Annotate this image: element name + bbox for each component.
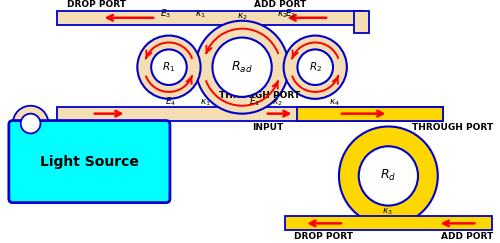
Text: $R_{ad}$: $R_{ad}$	[232, 60, 253, 75]
Text: DROP PORT: DROP PORT	[294, 232, 354, 241]
Circle shape	[13, 106, 49, 141]
Bar	[298, 107, 442, 121]
Text: $\kappa_4$: $\kappa_4$	[328, 97, 340, 108]
Text: ADD PORT: ADD PORT	[254, 0, 306, 9]
Circle shape	[212, 38, 272, 97]
Text: $R_1$: $R_1$	[162, 60, 175, 74]
Text: INPUT: INPUT	[86, 122, 118, 131]
Bar	[358, 11, 364, 25]
Text: $\kappa_2$: $\kappa_2$	[278, 10, 288, 20]
Circle shape	[298, 49, 333, 85]
Text: $E_1$: $E_1$	[250, 95, 260, 108]
Text: INPUT: INPUT	[252, 122, 284, 131]
Circle shape	[20, 114, 40, 133]
Text: $E_3$: $E_3$	[160, 7, 171, 20]
Circle shape	[196, 21, 288, 114]
FancyBboxPatch shape	[9, 121, 170, 203]
Text: $R_2$: $R_2$	[308, 60, 322, 74]
Text: $\kappa_1$: $\kappa_1$	[200, 97, 211, 108]
Circle shape	[151, 49, 186, 85]
Text: $E_2$: $E_2$	[284, 7, 296, 20]
Text: THROUGH PORT: THROUGH PORT	[220, 91, 300, 100]
Bar	[284, 217, 492, 230]
Circle shape	[138, 35, 200, 99]
Text: $\kappa_1$: $\kappa_1$	[195, 10, 206, 20]
Circle shape	[284, 35, 347, 99]
Text: $\kappa_2$: $\kappa_2$	[272, 97, 283, 108]
Text: ADD PORT: ADD PORT	[441, 232, 493, 241]
Bar	[58, 107, 442, 121]
Bar	[58, 11, 364, 25]
Text: $\kappa_3$: $\kappa_3$	[382, 207, 393, 217]
Circle shape	[358, 146, 418, 206]
Bar	[354, 11, 368, 33]
Text: Light Source: Light Source	[40, 155, 139, 169]
Text: DROP PORT: DROP PORT	[67, 0, 126, 9]
Text: $R_d$: $R_d$	[380, 168, 396, 183]
Text: $E_4$: $E_4$	[166, 95, 176, 108]
Circle shape	[339, 127, 438, 225]
Text: $\kappa_2$: $\kappa_2$	[236, 11, 248, 22]
Text: THROUGH PORT: THROUGH PORT	[412, 122, 493, 131]
